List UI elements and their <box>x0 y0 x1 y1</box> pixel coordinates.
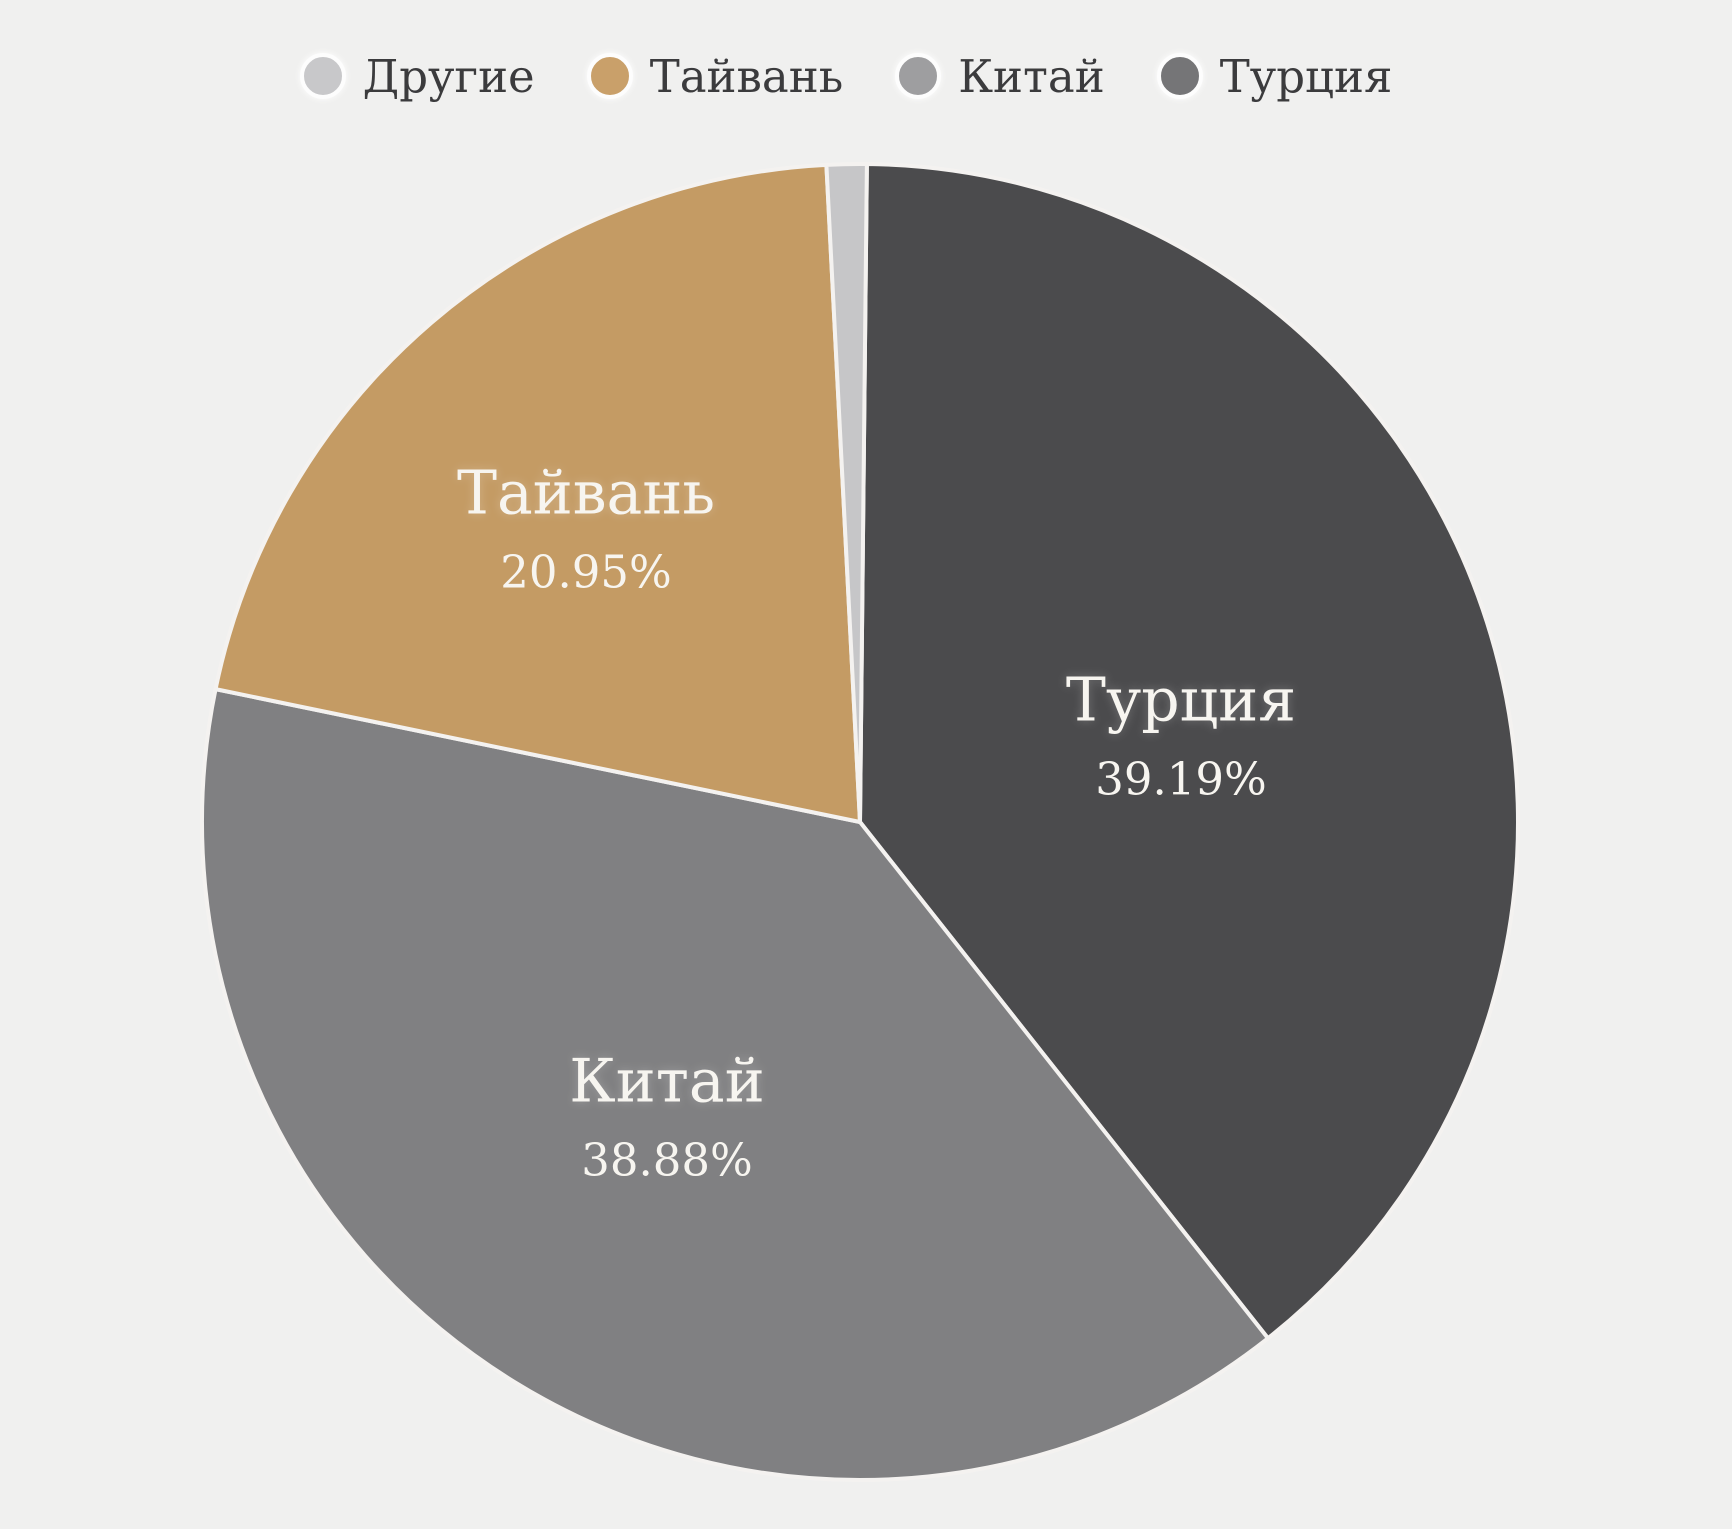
pie-slice-turkey[interactable] <box>858 162 1520 1341</box>
legend-item-taiwan[interactable]: Тайвань <box>586 50 844 103</box>
legend-marker-china <box>895 52 942 99</box>
legend-item-turkey[interactable]: Турция <box>1156 50 1393 103</box>
legend-label-china: Китай <box>958 50 1105 103</box>
legend-marker-turkey <box>1156 52 1203 99</box>
legend-marker-others <box>299 52 346 99</box>
legend-label-turkey: Турция <box>1219 50 1393 103</box>
legend-label-others: Другие <box>362 50 535 103</box>
legend-marker-taiwan <box>586 52 633 99</box>
legend-label-taiwan: Тайвань <box>649 50 844 103</box>
pie-slice-others[interactable] <box>824 162 869 824</box>
chart-legend: Другие Тайвань Китай Турция <box>0 52 1732 99</box>
legend-item-others[interactable]: Другие <box>299 50 535 103</box>
pie-slice-china[interactable] <box>200 687 1270 1482</box>
legend-item-china[interactable]: Китай <box>895 52 1105 99</box>
pie-slice-taiwan[interactable] <box>213 162 862 824</box>
